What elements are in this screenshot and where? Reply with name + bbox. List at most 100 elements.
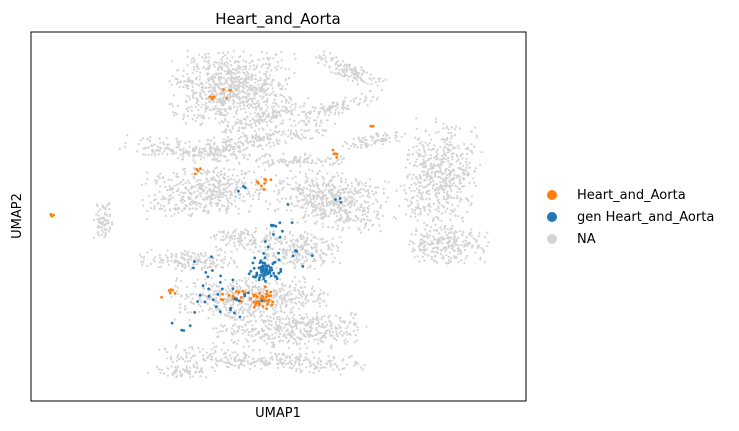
na-point <box>167 148 170 151</box>
na-point <box>246 146 249 149</box>
na-point <box>213 185 216 188</box>
na-point <box>321 241 324 244</box>
na-point <box>432 235 435 238</box>
na-point <box>244 323 247 326</box>
na-point <box>211 352 214 355</box>
na-point <box>309 360 312 363</box>
na-point <box>278 353 281 356</box>
na-point <box>292 242 296 245</box>
na-point <box>233 230 237 233</box>
na-point <box>365 71 369 74</box>
na-point <box>416 178 419 181</box>
na-point <box>244 76 247 79</box>
na-point <box>175 253 178 256</box>
na-point <box>269 56 272 59</box>
na-point <box>230 250 233 253</box>
na-point <box>448 144 451 147</box>
na-point <box>443 227 446 230</box>
na-point <box>335 214 339 218</box>
na-point <box>153 152 156 155</box>
na-point <box>259 86 262 89</box>
na-point <box>213 369 216 372</box>
na-point <box>190 61 193 64</box>
na-point <box>219 191 222 194</box>
na-point <box>295 296 298 299</box>
na-point <box>216 145 219 148</box>
na-point <box>242 50 245 53</box>
na-point <box>419 191 422 194</box>
na-point <box>161 207 164 210</box>
na-point <box>169 209 172 212</box>
na-point <box>231 95 234 98</box>
na-point <box>452 182 455 185</box>
na-point <box>205 150 208 153</box>
na-point <box>186 205 189 208</box>
na-point <box>264 188 268 192</box>
na-point <box>239 286 242 289</box>
na-point <box>211 191 214 194</box>
na-point <box>291 320 294 323</box>
na-point <box>268 134 272 137</box>
na-point <box>265 89 268 92</box>
na-point <box>307 214 310 217</box>
na-point <box>296 221 299 224</box>
na-point <box>223 101 226 105</box>
na-point <box>369 135 373 138</box>
na-point <box>170 83 173 86</box>
na-point <box>217 182 220 185</box>
na-point <box>394 134 397 137</box>
na-point <box>295 181 298 184</box>
na-point <box>341 144 344 147</box>
na-point <box>301 110 304 113</box>
na-point <box>355 74 358 77</box>
na-point <box>315 208 318 211</box>
na-point <box>370 78 373 81</box>
na-point <box>184 84 187 87</box>
na-point <box>269 74 272 77</box>
na-point <box>246 100 249 104</box>
na-point <box>289 299 293 302</box>
na-point <box>258 128 261 131</box>
na-point <box>279 93 282 96</box>
na-point <box>249 248 252 251</box>
na-point <box>217 190 220 193</box>
na-point <box>263 357 266 360</box>
na-point <box>251 286 254 289</box>
na-point <box>231 76 234 79</box>
na-point <box>251 291 254 294</box>
na-point <box>292 342 295 345</box>
na-point <box>287 362 290 365</box>
na-point <box>246 360 249 363</box>
na-point <box>333 363 336 366</box>
na-point <box>197 67 200 70</box>
na-point <box>447 169 451 172</box>
na-point <box>275 131 278 134</box>
na-point <box>261 120 264 123</box>
na-point <box>450 135 453 138</box>
na-point <box>176 190 179 193</box>
na-point <box>271 108 274 111</box>
na-point <box>419 207 422 211</box>
na-point <box>336 171 339 174</box>
na-point <box>280 358 284 361</box>
chart-title: Heart_and_Aorta <box>215 10 340 29</box>
na-point <box>302 301 305 304</box>
na-point <box>296 336 299 339</box>
na-point <box>269 357 272 360</box>
na-point <box>226 204 230 208</box>
na-point <box>381 80 385 83</box>
na-point <box>272 307 275 310</box>
na-point <box>178 311 181 314</box>
na-point <box>237 180 240 183</box>
na-point <box>198 297 201 300</box>
na-point <box>191 207 195 210</box>
na-point <box>274 306 277 309</box>
na-point <box>252 64 256 67</box>
na-point <box>265 342 269 345</box>
na-point <box>452 255 456 258</box>
na-point <box>312 246 315 249</box>
na-point <box>294 324 297 327</box>
na-point <box>291 177 294 180</box>
na-point <box>248 153 251 156</box>
na-point <box>406 199 409 202</box>
